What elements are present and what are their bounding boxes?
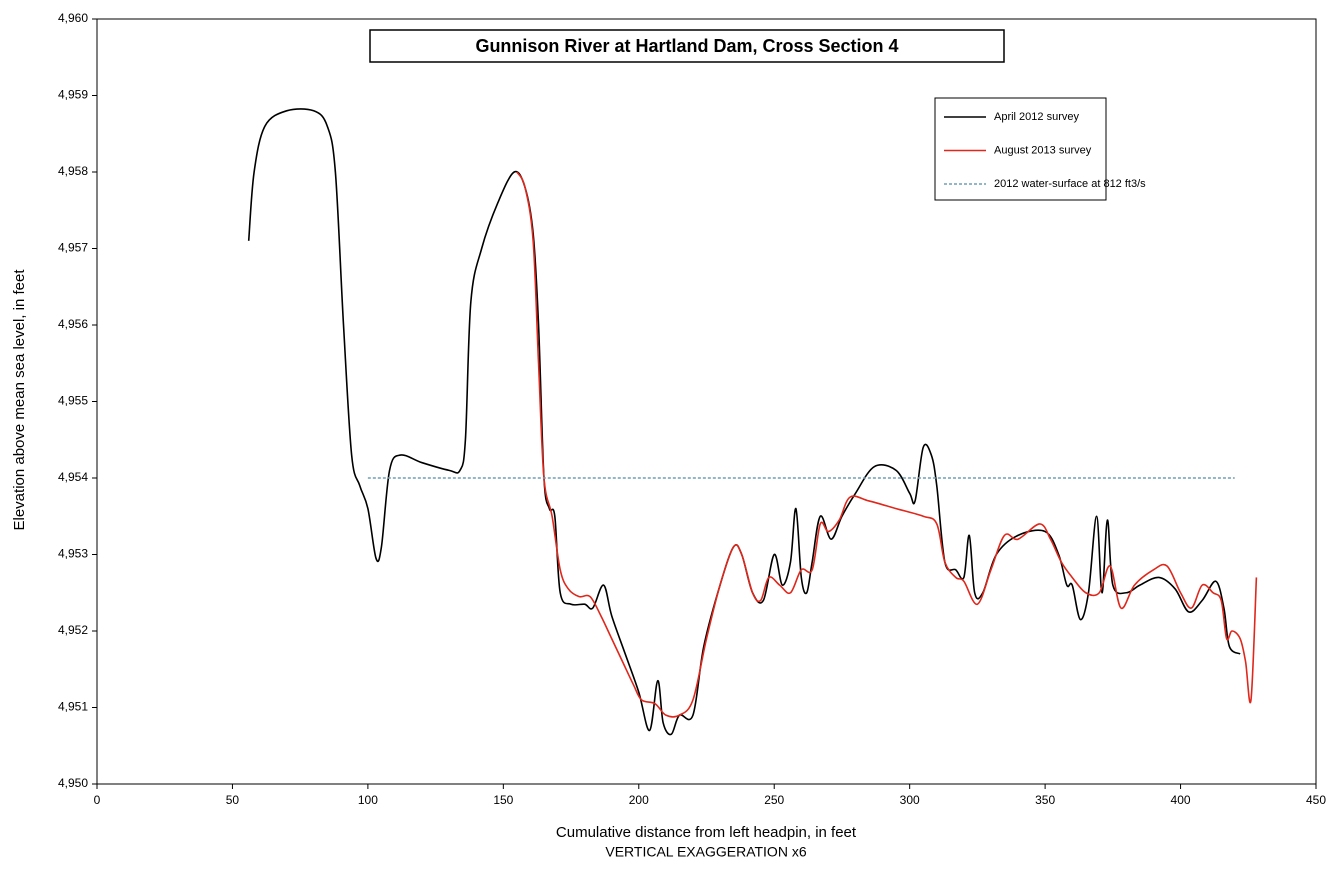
y-tick-label: 4,955 [58,394,88,408]
x-tick-label: 200 [629,793,649,807]
x-tick-label: 250 [764,793,784,807]
x-tick-label: 450 [1306,793,1326,807]
title-box [369,29,1005,63]
x-tick-label: 50 [226,793,240,807]
x-tick-label: 150 [493,793,513,807]
legend-label: 2012 water-surface at 812 ft3/s [994,178,1146,190]
legend-label: April 2012 survey [994,111,1079,123]
y-tick-label: 4,954 [58,470,88,484]
y-axis-label: Elevation above mean sea level, in feet [11,269,28,531]
plot-frame [96,18,1317,785]
x-tick-label: 400 [1171,793,1191,807]
y-tick-label: 4,953 [58,547,88,561]
line-series [516,171,1258,718]
x-tick-label: 350 [1035,793,1055,807]
line-series [247,108,1241,736]
y-tick-label: 4,956 [58,317,88,331]
x-tick-label: 100 [358,793,378,807]
x-axis-label: Cumulative distance from left headpin, i… [556,824,857,841]
y-tick-label: 4,952 [58,623,88,637]
y-tick-label: 4,951 [58,700,88,714]
x-tick-label: 300 [900,793,920,807]
y-tick-label: 4,957 [58,241,88,255]
y-tick-label: 4,959 [58,88,88,102]
x-tick-label: 0 [94,793,101,807]
legend-box [934,97,1107,201]
y-tick-label: 4,950 [58,776,88,790]
legend-label: August 2013 survey [994,144,1092,156]
y-tick-label: 4,958 [58,164,88,178]
x-axis-note: VERTICAL EXAGGERATION x6 [605,844,806,860]
chart-title: Gunnison River at Hartland Dam, Cross Se… [475,36,898,56]
y-tick-label: 4,960 [58,11,88,25]
